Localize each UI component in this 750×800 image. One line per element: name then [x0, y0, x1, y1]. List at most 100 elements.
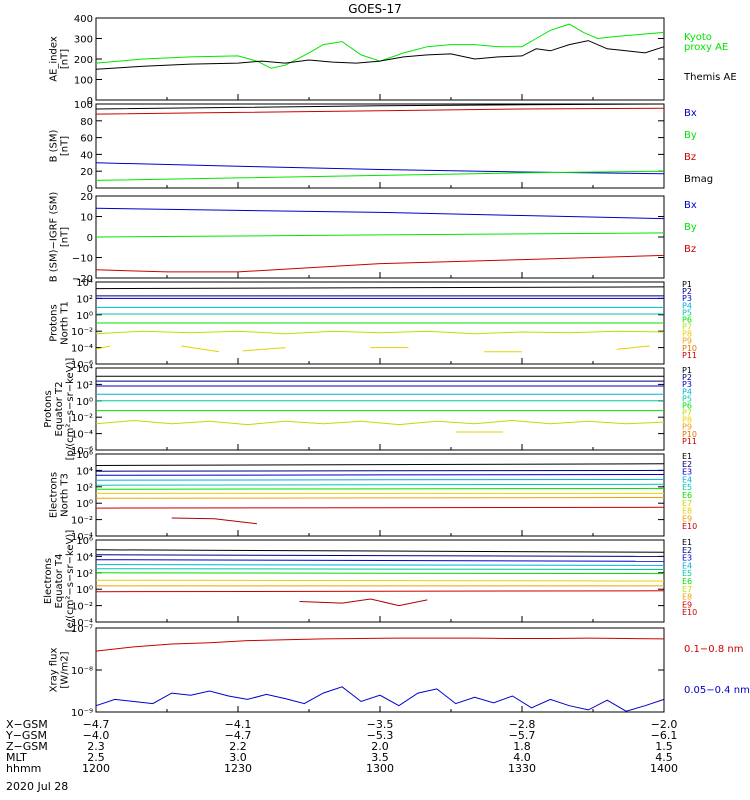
- panel-frame: [95, 195, 665, 279]
- y-tick-label: 20: [80, 167, 93, 178]
- legend-label: E5: [682, 569, 692, 578]
- y-tick-label: 40: [80, 150, 93, 161]
- x-row-value: −6.1: [651, 729, 678, 742]
- series-line-E3: [95, 474, 665, 476]
- legend-label: P4: [682, 301, 692, 310]
- y-tick-label: 60: [80, 134, 93, 145]
- y-tick-label: 10⁴: [76, 278, 93, 289]
- legend-label: E2: [682, 460, 692, 469]
- legend-label: P2: [682, 287, 692, 296]
- panel-frame: [95, 627, 665, 713]
- y-tick-label: 10²: [76, 294, 93, 305]
- x-row-value: 3.0: [229, 751, 247, 764]
- y-axis-label: Protons: [49, 304, 60, 341]
- legend-label: P3: [682, 294, 692, 303]
- legend-label: P5: [682, 394, 692, 403]
- series-line-P8: [95, 345, 111, 350]
- y-tick-label: 10⁻²: [71, 516, 93, 527]
- legend-label: P9: [682, 337, 692, 346]
- y-tick-label: 0: [87, 233, 93, 244]
- y-axis-label: North T3: [60, 473, 71, 517]
- series-line-By: [95, 170, 665, 181]
- legend-label: P10: [682, 344, 697, 353]
- legend-label: E8: [682, 593, 692, 602]
- legend-label: Bx: [684, 108, 697, 119]
- legend-label: E6: [682, 577, 692, 586]
- legend-label: Bz: [684, 244, 696, 255]
- x-row-value: −2.0: [651, 718, 678, 731]
- y-tick-label: 10²: [76, 483, 93, 494]
- legend-label: P6: [682, 401, 692, 410]
- y-tick-label: −10: [72, 254, 93, 265]
- legend-label: 0.05−0.4 nm: [684, 685, 750, 696]
- y-tick-label: 300: [74, 35, 93, 46]
- y-tick-label: 100: [74, 76, 93, 87]
- legend-label: Kyoto: [684, 32, 712, 43]
- legend-label: E2: [682, 546, 692, 555]
- y-tick-label: 10⁴: [76, 552, 93, 563]
- legend-label: By: [684, 222, 697, 233]
- x-row-value: 2.3: [87, 740, 105, 753]
- y-axis-label: Equator T4: [54, 554, 65, 609]
- series-line-Bmag: [95, 103, 665, 110]
- legend-label: P8: [682, 330, 692, 339]
- panel-frame: [95, 453, 665, 537]
- y-axis-label: B (SM)−IGRF (SM): [49, 192, 60, 283]
- series-line-E5: [95, 483, 665, 486]
- series-line-E8: [95, 497, 665, 499]
- y-tick-label: 10⁻⁴: [71, 430, 93, 441]
- y-tick-label: 10⁶: [76, 536, 93, 547]
- series-line-P1: [95, 286, 665, 290]
- series-line-0.05−0.4 nm: [95, 686, 665, 712]
- series-line-E10: [299, 598, 428, 607]
- x-row-value: −4.0: [83, 729, 110, 742]
- y-tick-label: 10⁰: [76, 499, 93, 510]
- series-line-E9: [95, 506, 665, 509]
- x-row-label: X−GSM: [6, 718, 48, 731]
- legend-label: P6: [682, 315, 692, 324]
- panel-8: 10⁻⁷ 10⁻⁸ 10⁻⁹ Xray flux [W/m2] 0.1−0.8 nm 0.0…: [49, 624, 750, 719]
- y-tick-label: 10⁻⁶: [71, 446, 93, 457]
- x-row-value: −4.7: [83, 718, 110, 731]
- panel-2: 0 20 40 60 80 100 B (SM) [nT] Bx By Bz Bmag: [49, 100, 714, 195]
- legend-label: E4: [682, 561, 692, 570]
- series-line-E10: [171, 517, 257, 525]
- x-row-value: 1230: [224, 762, 252, 775]
- plot-date: 2020 Jul 28: [6, 780, 68, 793]
- legend-label: E1: [682, 452, 692, 461]
- legend-label: P3: [682, 380, 692, 389]
- x-row-label: hhmm: [6, 762, 41, 775]
- legend-label: Bx: [684, 200, 697, 211]
- x-row-value: 2.2: [229, 740, 247, 753]
- legend-label: Themis AE: [683, 72, 737, 83]
- legend-label: E9: [682, 514, 692, 523]
- x-row-label: Z−GSM: [6, 740, 48, 753]
- y-axis-label: [nT]: [60, 227, 71, 247]
- x-axis-table: X−GSM −4.7 −4.1 −3.5 −2.8 −2.0Y−GSM −4.0 −4.7 −5…: [5, 718, 678, 775]
- series-line-E7: [95, 579, 665, 582]
- series-line-By: [95, 232, 665, 238]
- legend-label: E5: [682, 483, 692, 492]
- series-line-Themis AE: [95, 40, 665, 70]
- x-row-value: −5.3: [367, 729, 394, 742]
- x-row-value: 1300: [366, 762, 394, 775]
- y-tick-label: 10⁰: [76, 397, 93, 408]
- legend-label: E3: [682, 554, 692, 563]
- panel-4: 10⁴ 10² 10⁰ 10⁻² 10⁻⁴ 10⁻⁶ Protons North T1 P1P2…: [49, 278, 698, 371]
- x-row-label: Y−GSM: [5, 729, 47, 742]
- x-row-value: 2.5: [87, 751, 105, 764]
- y-tick-label: 10⁻⁷: [71, 624, 93, 635]
- legend-label: P7: [682, 409, 692, 418]
- legend-label: proxy AE: [684, 42, 728, 53]
- series-line-E3: [95, 559, 665, 562]
- series-line-P8: [616, 345, 650, 350]
- y-axis-label: Electrons: [49, 472, 60, 518]
- y-tick-label: 100: [74, 100, 93, 111]
- series-line-E4: [95, 564, 665, 566]
- y-tick-label: 10²: [76, 380, 93, 391]
- y-tick-label: 10²: [76, 569, 93, 580]
- x-row-value: −3.5: [367, 718, 394, 731]
- plot-title: GOES-17: [348, 2, 402, 16]
